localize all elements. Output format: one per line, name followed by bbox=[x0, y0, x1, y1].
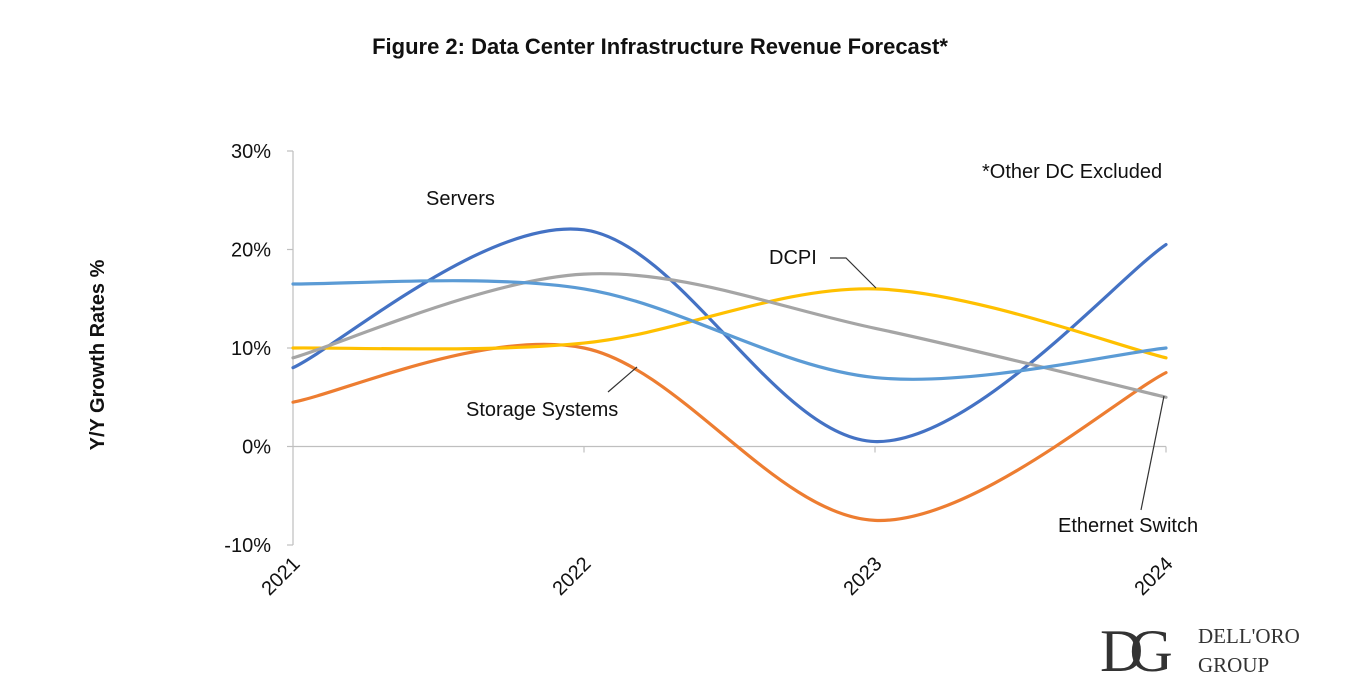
y-tick-labels: -10% 0% 10% 20% 30% bbox=[224, 141, 271, 557]
storage-systems-label: Storage Systems bbox=[466, 399, 618, 421]
y-axis-label: Y/Y Growth Rates % bbox=[87, 259, 109, 450]
dcpi-line bbox=[291, 287, 1168, 360]
ethernet-leader-line bbox=[1140, 395, 1165, 511]
dcpi-label: DCPI bbox=[769, 247, 817, 269]
y-tick-label: -10% bbox=[224, 535, 271, 557]
servers-label: Servers bbox=[426, 188, 495, 210]
unlabeled-series-line bbox=[291, 279, 1168, 381]
storage-leader-line bbox=[607, 366, 638, 393]
dcpi-leader-line bbox=[830, 257, 877, 289]
logo-line2: GROUP bbox=[1198, 653, 1269, 677]
y-tick-label: 20% bbox=[231, 240, 271, 262]
y-tick-label: 30% bbox=[231, 141, 271, 163]
y-tick-label: 0% bbox=[242, 437, 271, 459]
x-tick-labels: 2021 2022 2023 2024 bbox=[258, 553, 1178, 600]
chart-title: Figure 2: Data Center Infrastructure Rev… bbox=[372, 34, 948, 59]
storage-systems-line bbox=[291, 342, 1168, 522]
ethernet-switch-label: Ethernet Switch bbox=[1058, 515, 1198, 537]
x-tick-label: 2022 bbox=[549, 553, 596, 600]
logo-monogram: DG bbox=[1100, 618, 1171, 684]
logo-line1: DELL'ORO bbox=[1198, 624, 1300, 648]
x-tick-label: 2023 bbox=[840, 553, 887, 600]
ethernet-switch-line bbox=[291, 272, 1168, 399]
series-lines bbox=[291, 227, 1168, 522]
x-tick-label: 2021 bbox=[258, 553, 305, 600]
dell-oro-logo: DG DELL'ORO GROUP bbox=[1100, 618, 1300, 684]
y-tick-label: 10% bbox=[231, 338, 271, 360]
footnote: *Other DC Excluded bbox=[982, 161, 1162, 183]
x-tick-label: 2024 bbox=[1131, 553, 1178, 600]
